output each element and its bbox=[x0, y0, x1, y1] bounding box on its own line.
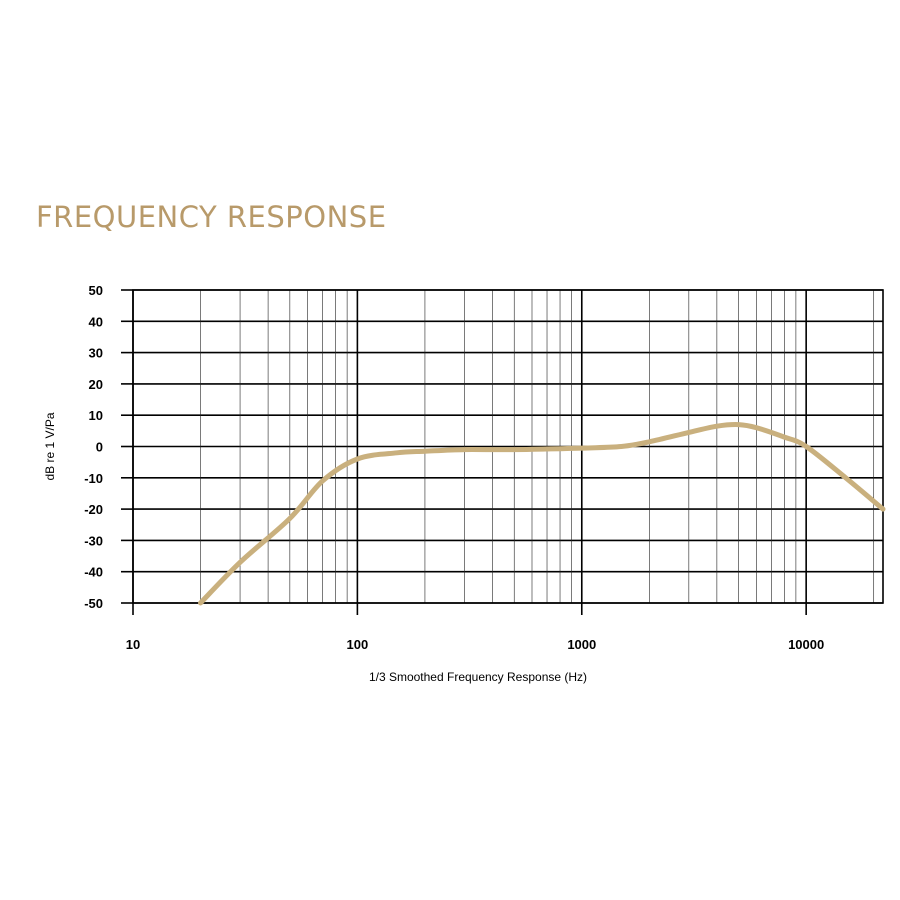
y-tick-label: 30 bbox=[89, 346, 103, 361]
y-tick-label: 50 bbox=[89, 283, 103, 298]
grid-layer bbox=[121, 289, 884, 615]
y-tick-label: 0 bbox=[96, 440, 103, 455]
curve-layer bbox=[198, 422, 886, 606]
x-axis-label: 1/3 Smoothed Frequency Response (Hz) bbox=[369, 670, 587, 684]
x-tick-label: 10 bbox=[126, 637, 140, 652]
y-tick-label: 40 bbox=[89, 314, 103, 329]
x-tick-label: 1000 bbox=[567, 637, 596, 652]
chart-title: FREQUENCY RESPONSE bbox=[36, 200, 387, 234]
y-tick-label: -40 bbox=[84, 565, 103, 580]
response-curve bbox=[198, 422, 886, 606]
y-tick-label: 10 bbox=[89, 408, 103, 423]
x-tick-label: 10000 bbox=[788, 637, 824, 652]
y-tick-label: -30 bbox=[84, 533, 103, 548]
plot-frame bbox=[132, 289, 884, 604]
y-tick-label: -20 bbox=[84, 502, 103, 517]
y-tick-label: 20 bbox=[89, 377, 103, 392]
y-axis-label: dB re 1 V/Pa bbox=[43, 412, 57, 480]
y-tick-label: -50 bbox=[84, 596, 103, 611]
x-tick-label: 100 bbox=[347, 637, 369, 652]
y-tick-label: -10 bbox=[84, 471, 103, 486]
